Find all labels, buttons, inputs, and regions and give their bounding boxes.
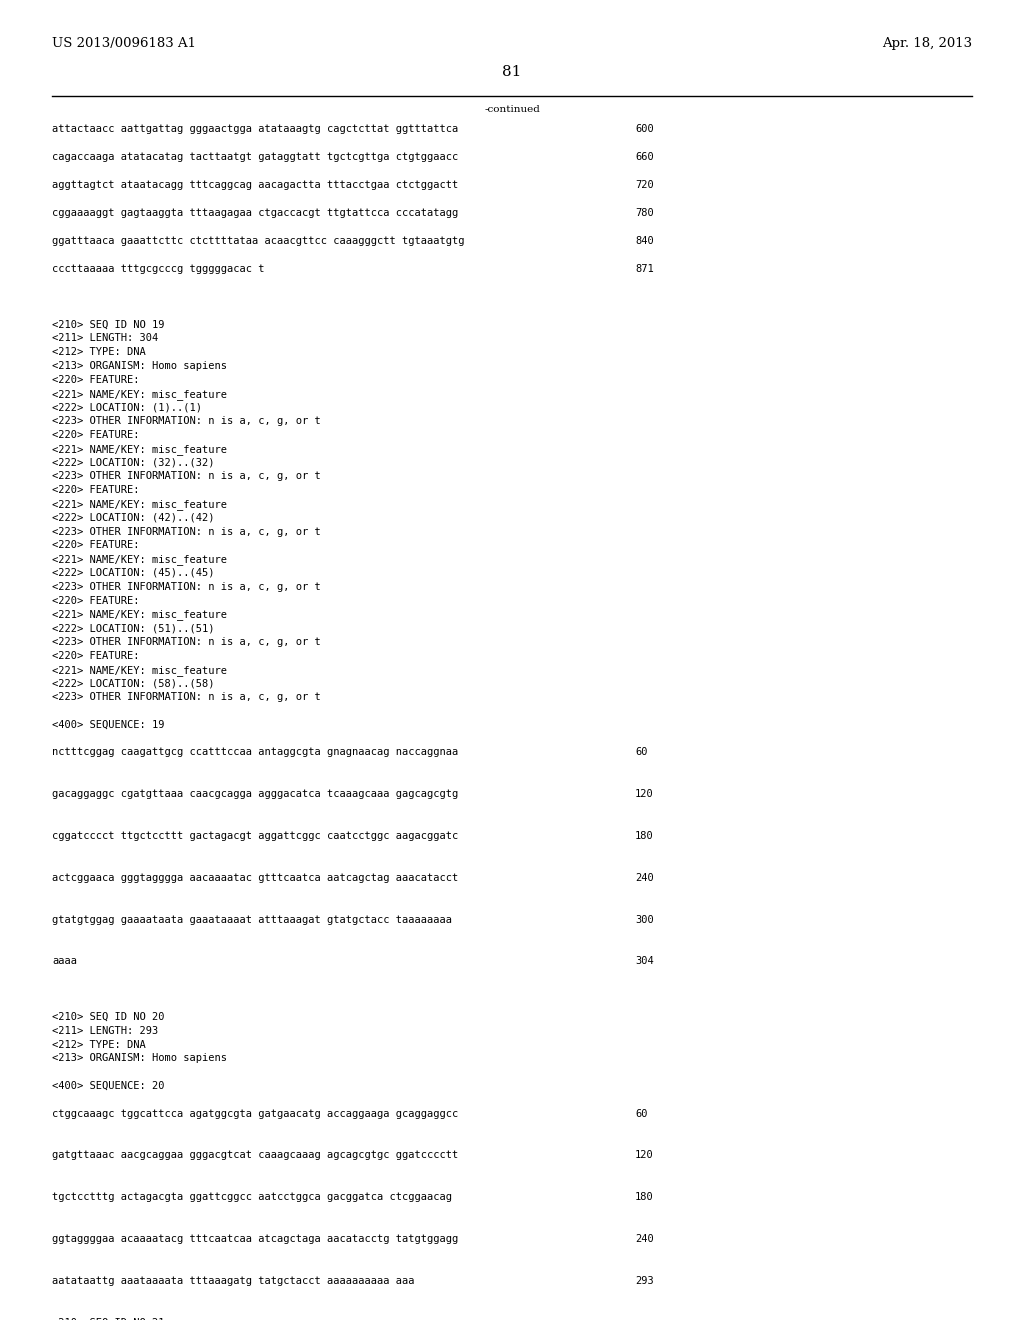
Text: 600: 600 [635, 124, 653, 135]
Text: <400> SEQUENCE: 19: <400> SEQUENCE: 19 [52, 719, 165, 730]
Text: <220> FEATURE:: <220> FEATURE: [52, 375, 139, 385]
Text: aatataattg aaataaaata tttaaagatg tatgctacct aaaaaaaaaa aaa: aatataattg aaataaaata tttaaagatg tatgcta… [52, 1276, 415, 1286]
Text: <223> OTHER INFORMATION: n is a, c, g, or t: <223> OTHER INFORMATION: n is a, c, g, o… [52, 692, 321, 702]
Text: gatgttaaac aacgcaggaa gggacgtcat caaagcaaag agcagcgtgc ggatcccctt: gatgttaaac aacgcaggaa gggacgtcat caaagca… [52, 1151, 459, 1160]
Text: <223> OTHER INFORMATION: n is a, c, g, or t: <223> OTHER INFORMATION: n is a, c, g, o… [52, 582, 321, 591]
Text: <220> FEATURE:: <220> FEATURE: [52, 540, 139, 550]
Text: 840: 840 [635, 236, 653, 246]
Text: <221> NAME/KEY: misc_feature: <221> NAME/KEY: misc_feature [52, 388, 227, 400]
Text: cggatcccct ttgctccttt gactagacgt aggattcggc caatcctggc aagacggatc: cggatcccct ttgctccttt gactagacgt aggattc… [52, 832, 459, 841]
Text: <221> NAME/KEY: misc_feature: <221> NAME/KEY: misc_feature [52, 610, 227, 620]
Text: <210> SEQ ID NO 19: <210> SEQ ID NO 19 [52, 319, 165, 330]
Text: 300: 300 [635, 915, 653, 924]
Text: <223> OTHER INFORMATION: n is a, c, g, or t: <223> OTHER INFORMATION: n is a, c, g, o… [52, 416, 321, 426]
Text: <213> ORGANISM: Homo sapiens: <213> ORGANISM: Homo sapiens [52, 1053, 227, 1064]
Text: <222> LOCATION: (58)..(58): <222> LOCATION: (58)..(58) [52, 678, 214, 689]
Text: <221> NAME/KEY: misc_feature: <221> NAME/KEY: misc_feature [52, 499, 227, 510]
Text: <222> LOCATION: (1)..(1): <222> LOCATION: (1)..(1) [52, 403, 202, 412]
Text: <220> FEATURE:: <220> FEATURE: [52, 595, 139, 606]
Text: actcggaaca gggtagggga aacaaaatac gtttcaatca aatcagctag aaacatacct: actcggaaca gggtagggga aacaaaatac gtttcaa… [52, 873, 459, 883]
Text: <222> LOCATION: (32)..(32): <222> LOCATION: (32)..(32) [52, 458, 214, 467]
Text: US 2013/0096183 A1: US 2013/0096183 A1 [52, 37, 196, 50]
Text: 180: 180 [635, 832, 653, 841]
Text: <222> LOCATION: (51)..(51): <222> LOCATION: (51)..(51) [52, 623, 214, 634]
Text: 60: 60 [635, 1109, 647, 1118]
Text: <210> SEQ ID NO 20: <210> SEQ ID NO 20 [52, 1012, 165, 1022]
Text: <213> ORGANISM: Homo sapiens: <213> ORGANISM: Homo sapiens [52, 360, 227, 371]
Text: <210> SEQ ID NO 21: <210> SEQ ID NO 21 [52, 1317, 165, 1320]
Text: 180: 180 [635, 1192, 653, 1203]
Text: <220> FEATURE:: <220> FEATURE: [52, 486, 139, 495]
Text: 81: 81 [503, 65, 521, 79]
Text: <222> LOCATION: (45)..(45): <222> LOCATION: (45)..(45) [52, 568, 214, 578]
Text: aggttagtct ataatacagg tttcaggcag aacagactta tttacctgaa ctctggactt: aggttagtct ataatacagg tttcaggcag aacagac… [52, 180, 459, 190]
Text: 240: 240 [635, 873, 653, 883]
Text: 293: 293 [635, 1276, 653, 1286]
Text: <220> FEATURE:: <220> FEATURE: [52, 430, 139, 440]
Text: <211> LENGTH: 293: <211> LENGTH: 293 [52, 1026, 159, 1036]
Text: -continued: -continued [484, 106, 540, 114]
Text: <223> OTHER INFORMATION: n is a, c, g, or t: <223> OTHER INFORMATION: n is a, c, g, o… [52, 471, 321, 482]
Text: 780: 780 [635, 209, 653, 218]
Text: aaaa: aaaa [52, 957, 77, 966]
Text: 120: 120 [635, 1151, 653, 1160]
Text: ggatttaaca gaaattcttc ctcttttataa acaacgttcc caaagggctt tgtaaatgtg: ggatttaaca gaaattcttc ctcttttataa acaacg… [52, 236, 465, 246]
Text: gacaggaggc cgatgttaaa caacgcagga agggacatca tcaaagcaaa gagcagcgtg: gacaggaggc cgatgttaaa caacgcagga agggaca… [52, 789, 459, 799]
Text: 60: 60 [635, 747, 647, 758]
Text: cagaccaaga atatacatag tacttaatgt gataggtatt tgctcgttga ctgtggaacc: cagaccaaga atatacatag tacttaatgt gataggt… [52, 152, 459, 162]
Text: 240: 240 [635, 1234, 653, 1243]
Text: ctggcaaagc tggcattcca agatggcgta gatgaacatg accaggaaga gcaggaggcc: ctggcaaagc tggcattcca agatggcgta gatgaac… [52, 1109, 459, 1118]
Text: gtatgtggag gaaaataata gaaataaaat atttaaagat gtatgctacc taaaaaaaa: gtatgtggag gaaaataata gaaataaaat atttaaa… [52, 915, 452, 924]
Text: nctttcggag caagattgcg ccatttccaa antaggcgta gnagnaacag naccaggnaa: nctttcggag caagattgcg ccatttccaa antaggc… [52, 747, 459, 758]
Text: <400> SEQUENCE: 20: <400> SEQUENCE: 20 [52, 1081, 165, 1092]
Text: <212> TYPE: DNA: <212> TYPE: DNA [52, 1040, 145, 1049]
Text: <220> FEATURE:: <220> FEATURE: [52, 651, 139, 661]
Text: 871: 871 [635, 264, 653, 275]
Text: cccttaaaaa tttgcgcccg tgggggacac t: cccttaaaaa tttgcgcccg tgggggacac t [52, 264, 264, 275]
Text: <221> NAME/KEY: misc_feature: <221> NAME/KEY: misc_feature [52, 664, 227, 676]
Text: <222> LOCATION: (42)..(42): <222> LOCATION: (42)..(42) [52, 512, 214, 523]
Text: 660: 660 [635, 152, 653, 162]
Text: 304: 304 [635, 957, 653, 966]
Text: <223> OTHER INFORMATION: n is a, c, g, or t: <223> OTHER INFORMATION: n is a, c, g, o… [52, 527, 321, 537]
Text: 720: 720 [635, 180, 653, 190]
Text: 120: 120 [635, 789, 653, 799]
Text: <221> NAME/KEY: misc_feature: <221> NAME/KEY: misc_feature [52, 554, 227, 565]
Text: ggtaggggaa acaaaatacg tttcaatcaa atcagctaga aacatacctg tatgtggagg: ggtaggggaa acaaaatacg tttcaatcaa atcagct… [52, 1234, 459, 1243]
Text: Apr. 18, 2013: Apr. 18, 2013 [882, 37, 972, 50]
Text: attactaacc aattgattag gggaactgga atataaagtg cagctcttat ggtttattca: attactaacc aattgattag gggaactgga atataaa… [52, 124, 459, 135]
Text: cggaaaaggt gagtaaggta tttaagagaa ctgaccacgt ttgtattcca cccatatagg: cggaaaaggt gagtaaggta tttaagagaa ctgacca… [52, 209, 459, 218]
Text: tgctcctttg actagacgta ggattcggcc aatcctggca gacggatca ctcggaacag: tgctcctttg actagacgta ggattcggcc aatcctg… [52, 1192, 452, 1203]
Text: <221> NAME/KEY: misc_feature: <221> NAME/KEY: misc_feature [52, 444, 227, 454]
Text: <223> OTHER INFORMATION: n is a, c, g, or t: <223> OTHER INFORMATION: n is a, c, g, o… [52, 638, 321, 647]
Text: <211> LENGTH: 304: <211> LENGTH: 304 [52, 334, 159, 343]
Text: <212> TYPE: DNA: <212> TYPE: DNA [52, 347, 145, 358]
